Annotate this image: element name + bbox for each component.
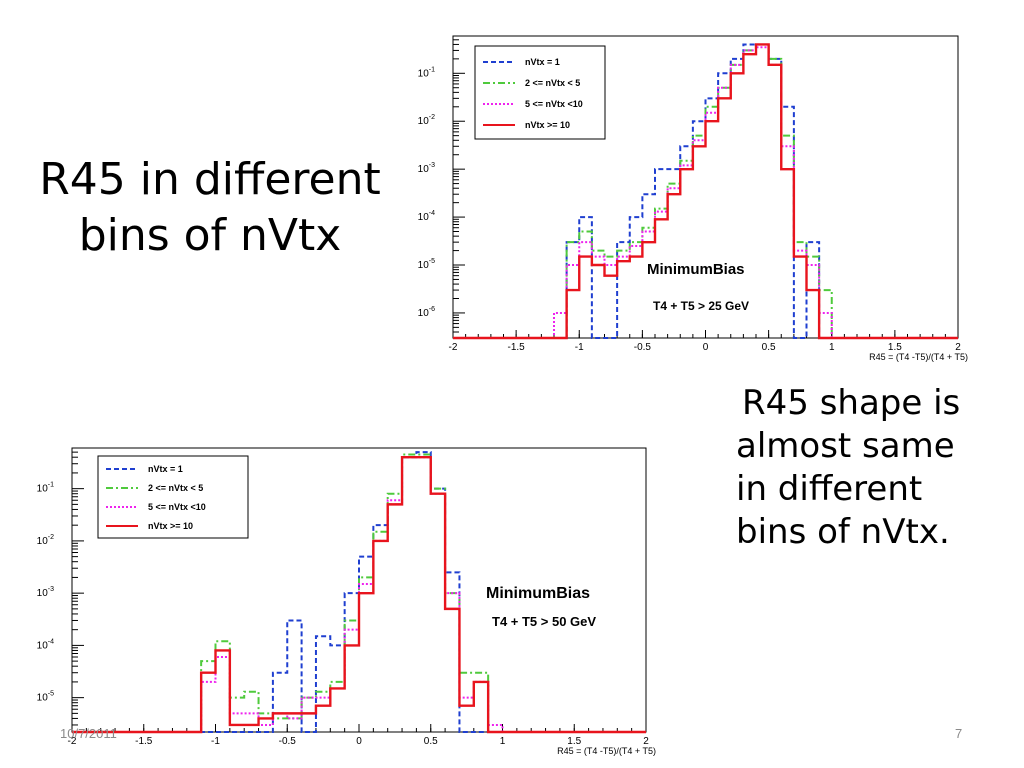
- y-tick-label: 10-6: [418, 306, 435, 319]
- series-line: [72, 453, 646, 733]
- x-tick-label: 0.5: [762, 342, 776, 353]
- x-tick-label: -2: [449, 342, 458, 353]
- y-tick-label: 10-5: [37, 691, 54, 704]
- x-tick-label: 1.5: [567, 736, 581, 747]
- series-line: [453, 46, 958, 339]
- y-tick-label: 10-4: [37, 638, 54, 651]
- y-tick-label: 10-5: [418, 258, 435, 271]
- plot-annotation: MinimumBias: [486, 585, 590, 602]
- legend-entry: 2 <= nVtx < 5: [148, 483, 203, 493]
- y-tick-label: 10-1: [418, 66, 435, 79]
- x-tick-label: -1: [575, 342, 584, 353]
- x-tick-label: 1: [829, 342, 835, 353]
- legend-box: [474, 45, 606, 140]
- side-note: R45 shape is almost same in different bi…: [736, 382, 986, 554]
- plot-annotation: MinimumBias: [647, 261, 745, 278]
- page-number: 7: [955, 726, 963, 741]
- x-tick-label: -1.5: [508, 342, 526, 353]
- x-axis-label: R45 = (T4 -T5)/(T4 + T5): [557, 746, 656, 756]
- x-tick-label: 2: [955, 342, 961, 353]
- x-tick-label: 0: [703, 342, 709, 353]
- x-axis-label: R45 = (T4 -T5)/(T4 + T5): [869, 352, 968, 362]
- legend-entry: 5 <= nVtx <10: [525, 99, 583, 109]
- y-tick-label: 10-3: [37, 586, 54, 599]
- legend-entry: 2 <= nVtx < 5: [525, 78, 580, 88]
- series-line: [453, 43, 958, 340]
- series-line: [453, 43, 958, 339]
- side-note-line: bins of nVtx.: [736, 512, 950, 552]
- legend-entry: 5 <= nVtx <10: [148, 502, 206, 512]
- plot-annotation: T4 + T5 > 50 GeV: [492, 614, 596, 629]
- slide-title: R45 in different bins of nVtx: [20, 152, 400, 264]
- legend-entry: nVtx >= 10: [148, 521, 193, 531]
- x-tick-label: -0.5: [634, 342, 652, 353]
- x-tick-label: -0.5: [279, 736, 297, 747]
- side-note-line: R45 shape is: [742, 383, 961, 423]
- x-tick-label: -1: [211, 736, 220, 747]
- y-tick-label: 10-4: [418, 210, 435, 223]
- y-tick-label: 10-2: [37, 534, 54, 547]
- legend-entry: nVtx >= 10: [525, 120, 570, 130]
- x-tick-label: 2: [643, 736, 649, 747]
- legend-entry: nVtx = 1: [525, 57, 560, 67]
- x-tick-label: -1.5: [135, 736, 153, 747]
- x-tick-label: 1.5: [888, 342, 902, 353]
- footer-date: 10/7/2011: [60, 726, 117, 741]
- histogram-plot-50gev: -2 -1.5 -1 -0.5 0 0.5 1 1.5 2 10-5 10-4 10-3 10-2 10-…: [37, 447, 656, 756]
- side-note-line: almost same: [736, 426, 955, 466]
- side-note-line: in different: [736, 469, 923, 509]
- plot-annotation: T4 + T5 > 25 GeV: [653, 299, 749, 313]
- y-tick-label: 10-2: [418, 114, 435, 127]
- slide-title-line: bins of nVtx: [78, 210, 342, 261]
- y-tick-label: 10-1: [37, 482, 54, 495]
- x-tick-label: 0.5: [424, 736, 438, 747]
- x-tick-label: 0: [356, 736, 362, 747]
- y-tick-label: 10-3: [418, 162, 435, 175]
- x-tick-label: -2: [68, 736, 77, 747]
- histogram-plot-25gev: -2 -1.5 -1 -0.5 0 0.5 1 1.5 2 10-6 10-5 10-4 10-3 10-…: [418, 35, 968, 362]
- legend-entry: nVtx = 1: [148, 464, 183, 474]
- x-tick-label: 1: [500, 736, 506, 747]
- series-line: [72, 456, 646, 734]
- slide-title-line: R45 in different: [39, 154, 381, 205]
